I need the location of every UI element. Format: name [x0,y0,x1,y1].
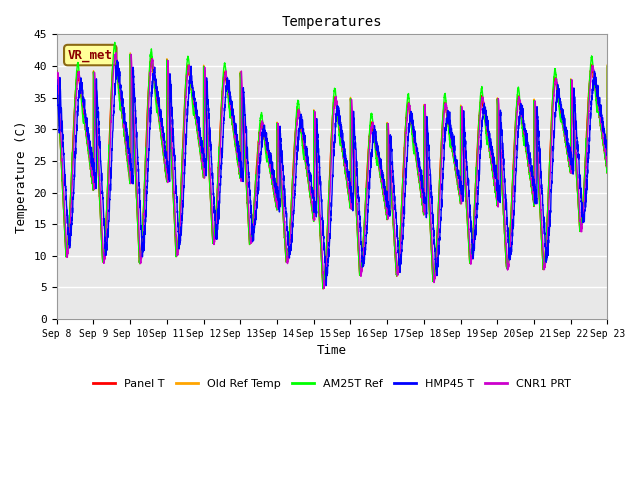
Y-axis label: Temperature (C): Temperature (C) [15,120,28,233]
Legend: Panel T, Old Ref Temp, AM25T Ref, HMP45 T, CNR1 PRT: Panel T, Old Ref Temp, AM25T Ref, HMP45 … [88,374,575,393]
Title: Temperatures: Temperatures [282,15,382,29]
Text: VR_met: VR_met [68,48,113,61]
X-axis label: Time: Time [317,344,347,357]
